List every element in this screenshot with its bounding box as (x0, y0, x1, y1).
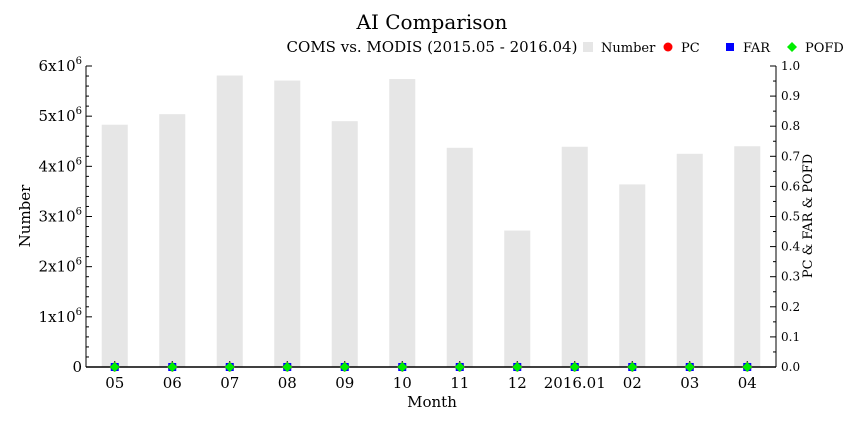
y-tick-label: 0 (72, 358, 82, 376)
x-tick-label: 03 (680, 374, 699, 392)
point-pofd-07 (224, 362, 235, 372)
bars-group (101, 75, 761, 367)
legend-label-pc: PC (681, 41, 700, 56)
chart-title: AI Comparison (356, 10, 508, 34)
legend-label-far: FAR (743, 41, 771, 56)
legend-label-pofd: POFD (805, 41, 844, 56)
x-tick-label: 02 (623, 374, 642, 392)
y2-axis-label: PC & FAR & POFD (801, 154, 816, 278)
x-tick-label: 09 (335, 374, 354, 392)
legend-swatch-pofd (787, 42, 797, 52)
y-tick-label: 5x106 (39, 106, 82, 125)
bar-02 (619, 184, 646, 367)
y-tick-label: 4x106 (39, 156, 82, 175)
y-tick-label: 3x106 (39, 207, 82, 226)
point-pofd-03 (684, 362, 695, 372)
x-axis-label: Month (407, 393, 457, 411)
legend-swatch-far (726, 43, 734, 51)
y2-tick-label: 0.9 (781, 89, 800, 103)
y2-tick-label: 1.0 (781, 59, 800, 73)
y-tick-label: 2x106 (39, 257, 82, 276)
bar-08 (274, 80, 301, 367)
y2-tick-label: 0.4 (781, 240, 800, 254)
point-pofd-2016.01 (569, 362, 580, 372)
points-group (109, 362, 753, 372)
point-pofd-04 (742, 362, 753, 372)
x-tick-label: 2016.01 (544, 374, 606, 392)
bar-2016.01 (561, 146, 588, 367)
y2-tick-label: 0.2 (781, 300, 800, 314)
point-pofd-02 (627, 362, 638, 372)
y2-tick-label: 0.3 (781, 270, 800, 284)
x-tick-label: 07 (220, 374, 239, 392)
point-pofd-08 (282, 362, 293, 372)
x-tick-label: 04 (738, 374, 757, 392)
x-tick-label: 10 (393, 374, 412, 392)
point-pofd-05 (109, 362, 120, 372)
point-pofd-10 (397, 362, 408, 372)
bar-12 (504, 230, 531, 367)
y2-tick-label: 0.8 (781, 119, 800, 133)
bar-10 (389, 79, 416, 367)
bar-03 (676, 153, 703, 367)
x-tick-label: 12 (508, 374, 527, 392)
legend-swatch-number (583, 42, 593, 52)
y2-tick-label: 0.5 (781, 210, 800, 224)
x-tick-label: 05 (105, 374, 124, 392)
y2-tick-label: 0.7 (781, 149, 800, 163)
legend-swatch-pc (663, 42, 673, 52)
point-pofd-09 (339, 362, 350, 372)
y-axis-label: Number (16, 184, 34, 247)
chart-subtitle: COMS vs. MODIS (2015.05 - 2016.04) (287, 38, 578, 56)
bar-04 (734, 146, 761, 367)
y-tick-label: 6x106 (39, 56, 82, 75)
bar-05 (101, 124, 128, 367)
y2-tick-label: 0.6 (781, 179, 800, 193)
bar-06 (159, 114, 186, 367)
point-pofd-06 (167, 362, 178, 372)
x-tick-label: 11 (450, 374, 469, 392)
x-tick-label: 08 (278, 374, 297, 392)
y-tick-label: 1x106 (39, 307, 82, 326)
y2-tick-label: 0.1 (781, 330, 800, 344)
legend-label-number: Number (601, 41, 656, 56)
x-tick-label: 06 (163, 374, 182, 392)
bar-09 (331, 121, 358, 367)
point-pofd-11 (454, 362, 465, 372)
bar-07 (216, 75, 243, 367)
legend: Number PC FAR POFD (583, 41, 844, 56)
bar-11 (446, 147, 473, 367)
axes-group: 0 1x106 2x106 3x106 4x106 5x106 6x106 0.0 0.1 0.2… (39, 56, 801, 392)
y2-tick-label: 0.0 (781, 360, 800, 374)
point-pofd-12 (512, 362, 523, 372)
